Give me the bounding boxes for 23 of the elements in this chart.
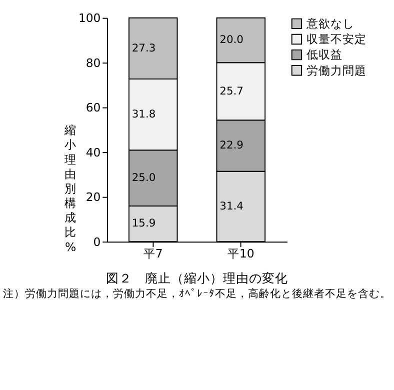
data-label: 31.4 (220, 199, 244, 212)
x-tick-label: 平10 (227, 246, 254, 261)
data-label: 20.0 (220, 33, 244, 46)
data-label: 25.0 (132, 170, 156, 184)
text: 図２ 廃止（縮小）理由の変化 (106, 270, 288, 286)
data-label: 15.9 (132, 216, 156, 230)
text: 注）労働力問題には，労働力不足，ｵﾍﾟﾚｰﾀ不足，高齢化と後継者不足を含む。 (3, 287, 391, 300)
x-tick-label: 平7 (143, 246, 163, 261)
data-label: 22.9 (220, 138, 244, 152)
y-tick-label: 20 (86, 190, 101, 204)
legend-label: 低収益 (306, 48, 342, 62)
y-tick-label: 0 (93, 234, 101, 249)
data-label: 27.3 (132, 41, 156, 54)
y-tick-label: 100 (78, 11, 101, 26)
text: 縮小理由別構成比% (64, 123, 77, 254)
legend-label: 労働力問題 (306, 63, 366, 78)
legend-label: 意欲なし (305, 16, 354, 31)
y-tick-label: 40 (86, 145, 101, 160)
y-tick-label: 80 (86, 56, 101, 70)
legend-label: 収量不安定 (306, 32, 366, 46)
y-tick-label: 60 (86, 100, 101, 115)
data-label: 31.8 (132, 107, 156, 120)
data-label: 25.7 (220, 84, 244, 98)
